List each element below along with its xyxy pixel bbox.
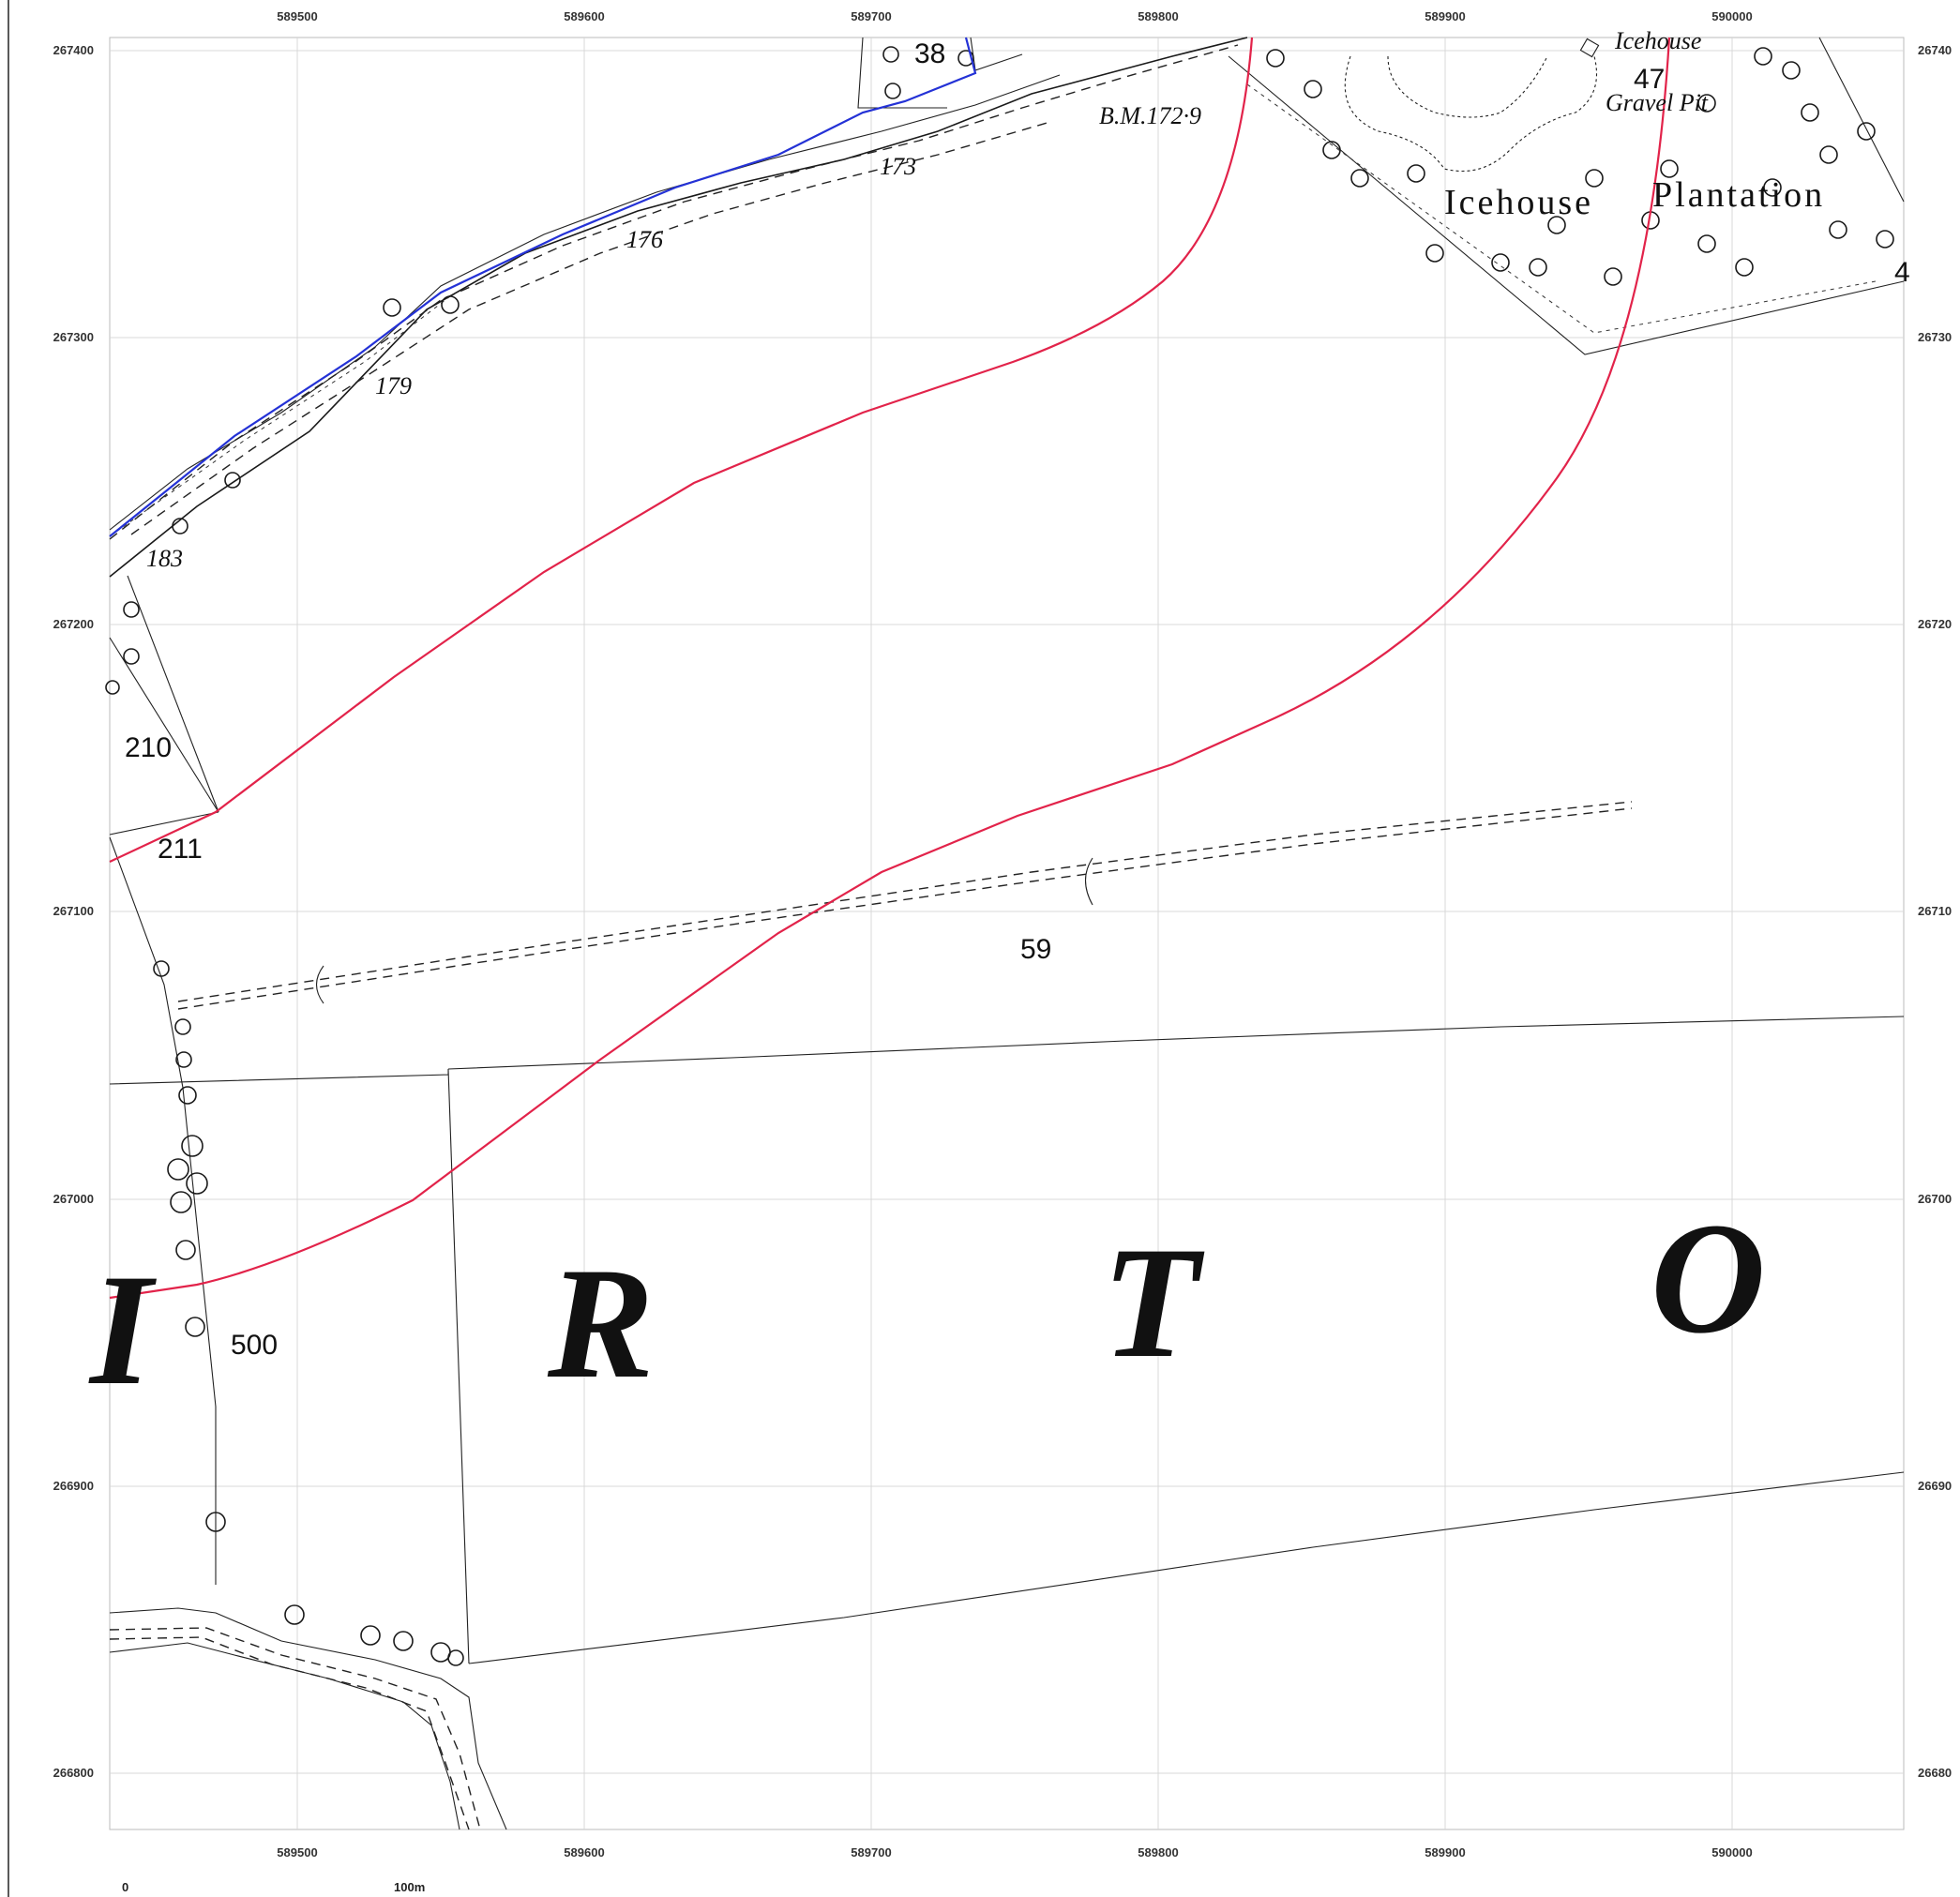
y-tick-right-2: 26720	[1918, 617, 1952, 631]
y-tick-left-0: 267400	[53, 43, 94, 57]
label-edge-4: 4	[1894, 257, 1910, 288]
y-axis-left: 267400 267300 267200 267100 267000 26690…	[53, 43, 94, 1780]
label-icehouse: Icehouse	[1444, 183, 1593, 222]
x-tick-top-4: 589900	[1425, 9, 1465, 23]
y-tick-right-1: 26730	[1918, 330, 1952, 344]
label-parcel-59: 59	[1020, 934, 1051, 965]
label-gravel-pit: Gravel Pit	[1606, 89, 1709, 116]
y-tick-right-3: 26710	[1918, 904, 1952, 918]
label-parcel-47: 47	[1634, 64, 1665, 95]
y-tick-left-4: 267000	[53, 1192, 94, 1206]
y-tick-right-4: 26700	[1918, 1192, 1952, 1206]
y-tick-right-6: 26680	[1918, 1766, 1952, 1780]
y-tick-left-1: 267300	[53, 330, 94, 344]
y-axis-right: 26740 26730 26720 26710 26700 26690 2668…	[1918, 43, 1952, 1780]
map-panel: 38 Icehouse 47 Gravel Pit B.M.172·9 Iceh…	[88, 27, 1910, 1830]
x-tick-bottom-3: 589800	[1138, 1845, 1178, 1859]
map-labels: 38 Icehouse 47 Gravel Pit B.M.172·9 Iceh…	[88, 27, 1910, 1418]
label-spot-173: 173	[880, 153, 916, 180]
tree-symbols	[105, 46, 1894, 1666]
red-route-east	[109, 37, 1671, 1300]
y-tick-left-2: 267200	[53, 617, 94, 631]
label-spot-179: 179	[375, 372, 412, 399]
x-tick-top-0: 589500	[277, 9, 317, 23]
x-tick-bottom-5: 590000	[1711, 1845, 1752, 1859]
label-letter-r: R	[547, 1235, 654, 1411]
x-axis-top: 589500 589600 589700 589800 589900 59000…	[277, 9, 1752, 23]
blue-boundary-line	[109, 37, 977, 537]
red-route-west	[109, 37, 1254, 863]
y-tick-right-0: 26740	[1918, 43, 1952, 57]
x-tick-bottom-2: 589700	[851, 1845, 891, 1859]
y-tick-left-6: 266800	[53, 1766, 94, 1780]
label-plantation: Plantation	[1652, 175, 1825, 215]
x-tick-bottom-0: 589500	[277, 1845, 317, 1859]
label-icehouse-top: Icehouse	[1614, 27, 1701, 54]
label-spot-183: 183	[146, 545, 183, 572]
x-tick-bottom-4: 589900	[1425, 1845, 1465, 1859]
y-tick-right-5: 26690	[1918, 1479, 1952, 1493]
x-tick-top-5: 590000	[1711, 9, 1752, 23]
label-benchmark: B.M.172·9	[1099, 102, 1201, 129]
label-letter-edge: I	[88, 1242, 157, 1418]
grid-lines	[110, 38, 1904, 1829]
label-spot-176: 176	[626, 226, 663, 253]
label-letter-o: O	[1651, 1190, 1766, 1366]
x-tick-top-1: 589600	[564, 9, 604, 23]
label-parcel-38: 38	[914, 38, 945, 69]
y-tick-left-5: 266900	[53, 1479, 94, 1493]
x-tick-bottom-1: 589600	[564, 1845, 604, 1859]
label-parcel-211: 211	[158, 834, 203, 865]
scale-end: 100m	[394, 1880, 425, 1894]
x-tick-top-2: 589700	[851, 9, 891, 23]
scale-bar: 0 100m	[122, 1880, 425, 1894]
map-linework	[109, 37, 1905, 1830]
y-tick-left-3: 267100	[53, 904, 94, 918]
x-axis-bottom: 589500 589600 589700 589800 589900 59000…	[277, 1845, 1752, 1859]
label-parcel-500: 500	[231, 1330, 278, 1361]
label-letter-t: T	[1102, 1214, 1205, 1391]
label-parcel-210: 210	[125, 732, 172, 763]
x-tick-top-3: 589800	[1138, 9, 1178, 23]
scale-start: 0	[122, 1880, 128, 1894]
